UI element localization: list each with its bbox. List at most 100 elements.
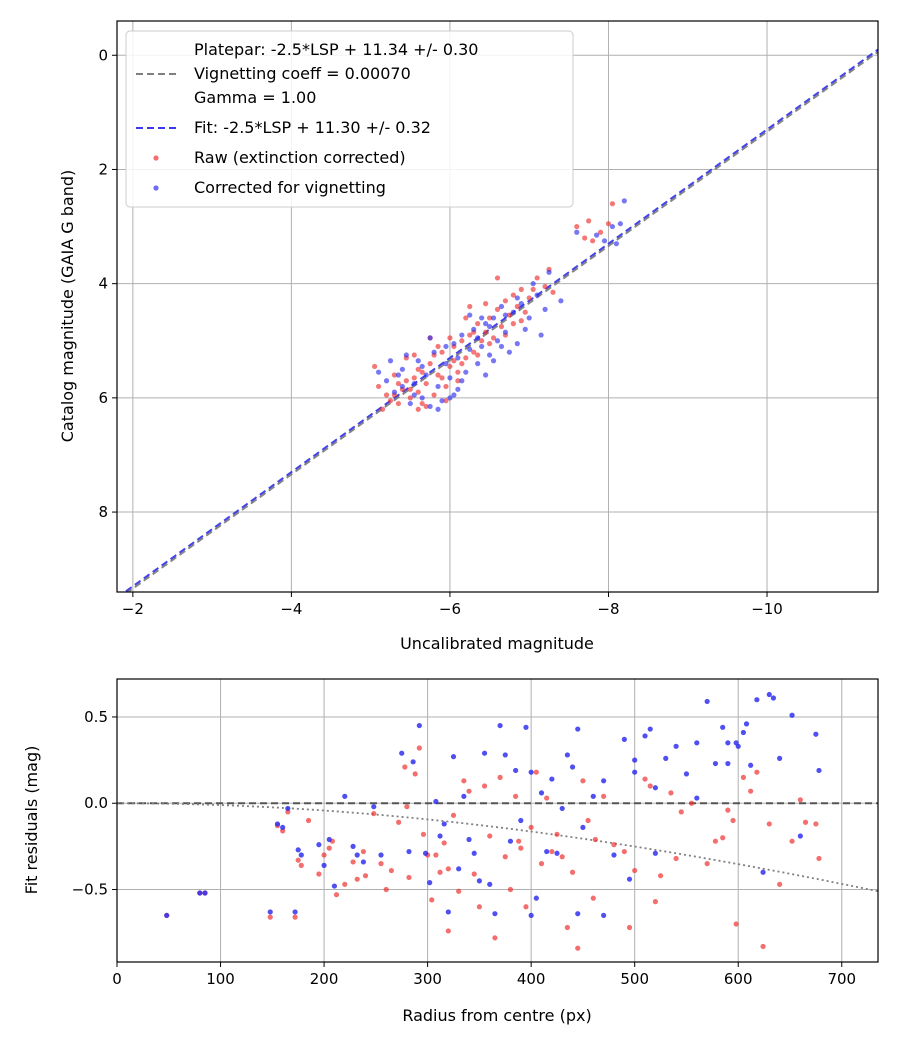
bottom-x-tick-label: 400 — [517, 970, 546, 988]
bottom-y-axis-label: Fit residuals (mag) — [22, 746, 41, 895]
corrected-point — [443, 361, 449, 367]
corrected-residual-point — [331, 883, 338, 889]
raw-point — [586, 218, 592, 224]
corrected-residual-point — [410, 759, 416, 765]
corrected-residual-point — [652, 850, 658, 856]
corrected-residual-point — [538, 790, 545, 796]
raw-residual-point — [523, 904, 529, 910]
corrected-point — [471, 326, 477, 332]
raw-point — [475, 352, 481, 358]
raw-residual-point — [396, 819, 402, 825]
corrected-point — [427, 403, 433, 410]
raw-residual-point — [378, 861, 384, 867]
raw-residual-point — [388, 867, 394, 874]
raw-point — [494, 275, 501, 281]
raw-residual-point — [777, 881, 783, 887]
raw-residual-point — [406, 874, 412, 881]
corrected-point — [621, 198, 627, 204]
corrected-residual-point — [285, 805, 291, 812]
corrected-point — [490, 315, 497, 321]
raw-point — [518, 318, 524, 324]
corrected-residual-point — [502, 752, 508, 758]
corrected-point — [593, 232, 600, 238]
bottom-grid — [116, 679, 878, 962]
raw-residual-point — [611, 842, 617, 848]
corrected-residual-point — [427, 880, 433, 886]
corrected-residual-point — [164, 912, 170, 919]
raw-point — [574, 223, 580, 230]
raw-residual-point — [657, 873, 664, 879]
top-y-tick-label: 0 — [98, 46, 108, 64]
corrected-point — [483, 321, 489, 327]
corrected-point — [427, 335, 433, 341]
corrected-point — [502, 329, 509, 335]
bottom-x-tick-label: 700 — [827, 970, 856, 988]
corrected-point — [490, 358, 497, 364]
raw-point — [455, 369, 461, 375]
top-y-tick-label: 6 — [98, 389, 108, 407]
bottom-x-tick-label: 500 — [620, 970, 649, 988]
raw-residual-point — [733, 921, 739, 927]
corrected-point — [518, 301, 524, 307]
corrected-residual-point — [652, 785, 658, 791]
corrected-residual-point — [298, 852, 304, 858]
raw-point — [431, 392, 437, 398]
bottom-points — [164, 691, 822, 951]
raw-point — [609, 201, 616, 207]
corrected-residual-point — [518, 817, 524, 824]
corrected-residual-point — [797, 833, 803, 839]
raw-residual-point — [668, 790, 674, 796]
corrected-point — [455, 355, 461, 361]
raw-residual-point — [533, 769, 539, 775]
raw-point — [419, 369, 425, 375]
corrected-residual-point — [267, 909, 273, 915]
raw-residual-point — [730, 817, 736, 824]
raw-point — [439, 349, 445, 355]
top-y-tick-label: 4 — [98, 275, 108, 293]
raw-residual-point — [673, 855, 679, 862]
corrected-point — [514, 341, 520, 347]
corrected-residual-point — [642, 733, 648, 739]
corrected-residual-point — [725, 760, 731, 767]
raw-residual-point — [437, 869, 443, 875]
raw-point — [423, 380, 429, 387]
raw-residual-point — [497, 774, 503, 780]
raw-residual-point — [678, 809, 684, 815]
raw-point — [502, 298, 509, 304]
corrected-residual-point — [549, 776, 555, 782]
raw-point — [407, 395, 413, 401]
raw-point — [582, 235, 588, 241]
corrected-residual-point — [601, 778, 607, 784]
raw-point — [451, 358, 457, 364]
raw-residual-point — [292, 914, 298, 920]
legend-entry-label: Gamma = 1.00 — [194, 88, 316, 107]
corrected-point — [391, 389, 398, 395]
corrected-residual-point — [437, 833, 443, 839]
raw-point — [443, 398, 449, 404]
raw-point — [375, 383, 382, 390]
raw-point — [526, 295, 532, 301]
raw-residual-point — [575, 945, 581, 951]
corrected-point — [407, 400, 413, 407]
corrected-residual-point — [471, 850, 477, 856]
raw-residual-point — [441, 840, 447, 846]
raw-residual-point — [456, 888, 462, 894]
raw-point — [506, 312, 512, 318]
raw-residual-point — [354, 876, 360, 882]
raw-point — [467, 303, 473, 310]
corrected-residual-point — [354, 852, 360, 858]
raw-point — [542, 283, 548, 290]
corrected-point — [443, 343, 449, 350]
raw-point — [447, 335, 453, 341]
raw-residual-point — [267, 914, 273, 920]
corrected-residual-point — [712, 760, 719, 767]
raw-residual-point — [544, 795, 550, 801]
corrected-point — [498, 343, 505, 350]
corrected-point — [538, 332, 544, 338]
corrected-point — [542, 306, 548, 312]
corrected-residual-point — [740, 729, 747, 736]
raw-residual-point — [748, 788, 754, 794]
corrected-point — [467, 312, 473, 318]
raw-point — [518, 286, 524, 292]
top-ticks: −2 −4 −6 −8 −10 0 2 4 6 8 — [98, 46, 782, 618]
